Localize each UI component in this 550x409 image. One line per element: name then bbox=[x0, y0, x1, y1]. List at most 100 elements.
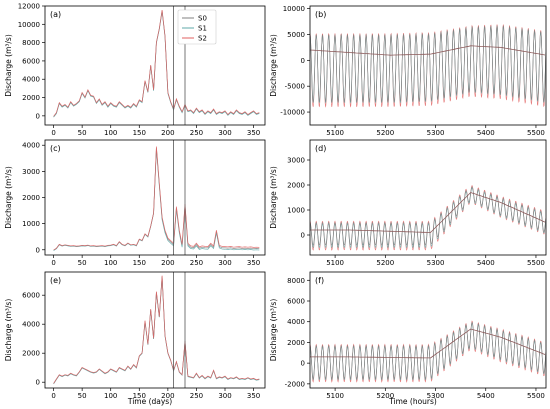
y-tick-label: 0 bbox=[36, 246, 40, 254]
series-line-s2 bbox=[53, 10, 260, 117]
y-tick-label: 6000 bbox=[22, 292, 40, 300]
panel-3: 0 50 100 150 200 250 300 350 0 1000 2000 3000 4000 Di… bbox=[4, 139, 266, 267]
x-tick-label: 5400 bbox=[477, 392, 495, 400]
x-tick-label: 5300 bbox=[427, 259, 445, 267]
series-line-s1 bbox=[53, 149, 260, 251]
x-tick-label: 200 bbox=[161, 392, 174, 400]
y-tick-label: -10000 bbox=[280, 109, 305, 117]
plot-area bbox=[310, 320, 546, 383]
axes-frame bbox=[44, 5, 266, 126]
x-tick-label: 350 bbox=[247, 129, 260, 137]
x-tick-label: 300 bbox=[218, 129, 231, 137]
y-tick-label: 2000 bbox=[287, 182, 305, 190]
x-tick-label: 5500 bbox=[527, 392, 545, 400]
y-tick-label: 6000 bbox=[287, 298, 305, 306]
x-tick-label: 200 bbox=[161, 129, 174, 137]
x-tick-label: 300 bbox=[218, 392, 231, 400]
y-tick-label: 0 bbox=[301, 57, 305, 65]
plot-area bbox=[53, 146, 260, 251]
x-tick-label: 5100 bbox=[326, 259, 344, 267]
x-tick-label: 150 bbox=[133, 259, 146, 267]
x-tick-label: 250 bbox=[190, 392, 203, 400]
x-tick-label: 0 bbox=[51, 129, 55, 137]
y-tick-label: 2000 bbox=[22, 350, 40, 358]
y-tick-label: 6000 bbox=[22, 57, 40, 65]
y-tick-label: 0 bbox=[36, 379, 40, 387]
y-axis-label: Discharge (m³/s) bbox=[269, 166, 278, 229]
axes-frame bbox=[309, 5, 547, 126]
axes-frame bbox=[44, 139, 266, 256]
x-tick-label: 250 bbox=[190, 129, 203, 137]
x-tick-label: 350 bbox=[247, 392, 260, 400]
panels: 0 50 100 150 200 250 300 3500200040006000800010… bbox=[4, 3, 547, 400]
y-tick-label: -5000 bbox=[285, 83, 305, 91]
x-tick-label: 100 bbox=[104, 129, 117, 137]
legend-frame bbox=[177, 9, 217, 45]
residual-line bbox=[310, 328, 546, 359]
y-tick-label: 4000 bbox=[22, 142, 40, 150]
panel-label: (c) bbox=[50, 144, 61, 153]
x-tick-label: 5500 bbox=[527, 129, 545, 137]
y-axis-label: Discharge (m³/s) bbox=[269, 34, 278, 97]
x-tick-label: 250 bbox=[190, 259, 203, 267]
y-axis-label: Discharge (m³/s) bbox=[269, 299, 278, 362]
series-line-s1 bbox=[53, 11, 260, 118]
legend-label-s0: S0 bbox=[198, 15, 207, 23]
x-tick-label: 5100 bbox=[326, 129, 344, 137]
series-line-s0 bbox=[310, 186, 546, 246]
y-tick-label: 1000 bbox=[287, 207, 305, 215]
y-axis-label: Discharge (m³/s) bbox=[4, 34, 13, 97]
x-tick-label: 5300 bbox=[427, 392, 445, 400]
x-tick-label: 5200 bbox=[376, 259, 394, 267]
legend-label-s1: S1 bbox=[198, 25, 207, 33]
panel-label: (f) bbox=[315, 276, 324, 285]
y-tick-label: 4000 bbox=[22, 76, 40, 84]
panel-2: 5100 5200 5300 5400 5500 -10000 -5000 0 5000 1000… bbox=[269, 5, 547, 137]
x-tick-label: 5200 bbox=[376, 129, 394, 137]
axes-frame bbox=[309, 139, 547, 256]
y-tick-label: 0 bbox=[301, 360, 305, 368]
x-tick-label: 200 bbox=[161, 259, 174, 267]
y-tick-label: 8000 bbox=[22, 39, 40, 47]
x-tick-label: 5100 bbox=[326, 392, 344, 400]
plot-area bbox=[310, 185, 546, 251]
legend: S0 S1 S2 bbox=[177, 9, 217, 45]
y-tick-label: 2000 bbox=[22, 94, 40, 102]
series-line-s0 bbox=[310, 321, 546, 380]
x-tick-label: 0 bbox=[51, 259, 55, 267]
x-tick-label: 5500 bbox=[527, 259, 545, 267]
y-axis-label: Discharge (m³/s) bbox=[4, 299, 13, 362]
y-tick-label: 0 bbox=[36, 112, 40, 120]
legend-label-s2: S2 bbox=[198, 35, 207, 43]
panel-1: 0 50 100 150 200 250 300 350 0 2000 4000 6000 8000 10… bbox=[4, 3, 266, 137]
x-tick-label: 5200 bbox=[376, 392, 394, 400]
x-tick-label: 5400 bbox=[477, 129, 495, 137]
y-tick-label: 2000 bbox=[287, 339, 305, 347]
y-tick-label: 12000 bbox=[18, 3, 40, 11]
panel-5: 0 50 100 150 200 250 300 350 0 2000 4000 6000 Discha… bbox=[4, 271, 266, 400]
y-tick-label: 0 bbox=[301, 232, 305, 240]
x-tick-label: 5400 bbox=[477, 259, 495, 267]
x-tick-label: 300 bbox=[218, 259, 231, 267]
x-tick-label: 50 bbox=[78, 259, 87, 267]
axes-frame bbox=[309, 271, 547, 389]
y-tick-label: 10000 bbox=[18, 21, 40, 29]
plot-area bbox=[53, 275, 260, 385]
panel-4: 5100 5200 5300 5400 5500 0 1000 2000 3000 Dischar… bbox=[269, 139, 547, 267]
series-line-s0 bbox=[53, 147, 260, 251]
panel-6: 5100 5200 5300 5400 5500 -2000 0 2000 4000 6000 80… bbox=[269, 271, 547, 400]
panel-label: (b) bbox=[315, 10, 326, 19]
y-tick-label: 4000 bbox=[22, 321, 40, 329]
series-line-s0 bbox=[53, 10, 260, 118]
x-tick-label: 50 bbox=[78, 392, 87, 400]
y-axis-label: Discharge (m³/s) bbox=[4, 166, 13, 229]
x-tick-label: 150 bbox=[133, 392, 146, 400]
residual-line bbox=[310, 192, 546, 233]
y-tick-label: 4000 bbox=[287, 318, 305, 326]
y-tick-label: 8000 bbox=[287, 277, 305, 285]
panel-label: (e) bbox=[50, 276, 61, 285]
panel-label: (a) bbox=[50, 10, 61, 19]
series-line-s2 bbox=[53, 146, 260, 251]
series-line-s2 bbox=[53, 275, 260, 384]
